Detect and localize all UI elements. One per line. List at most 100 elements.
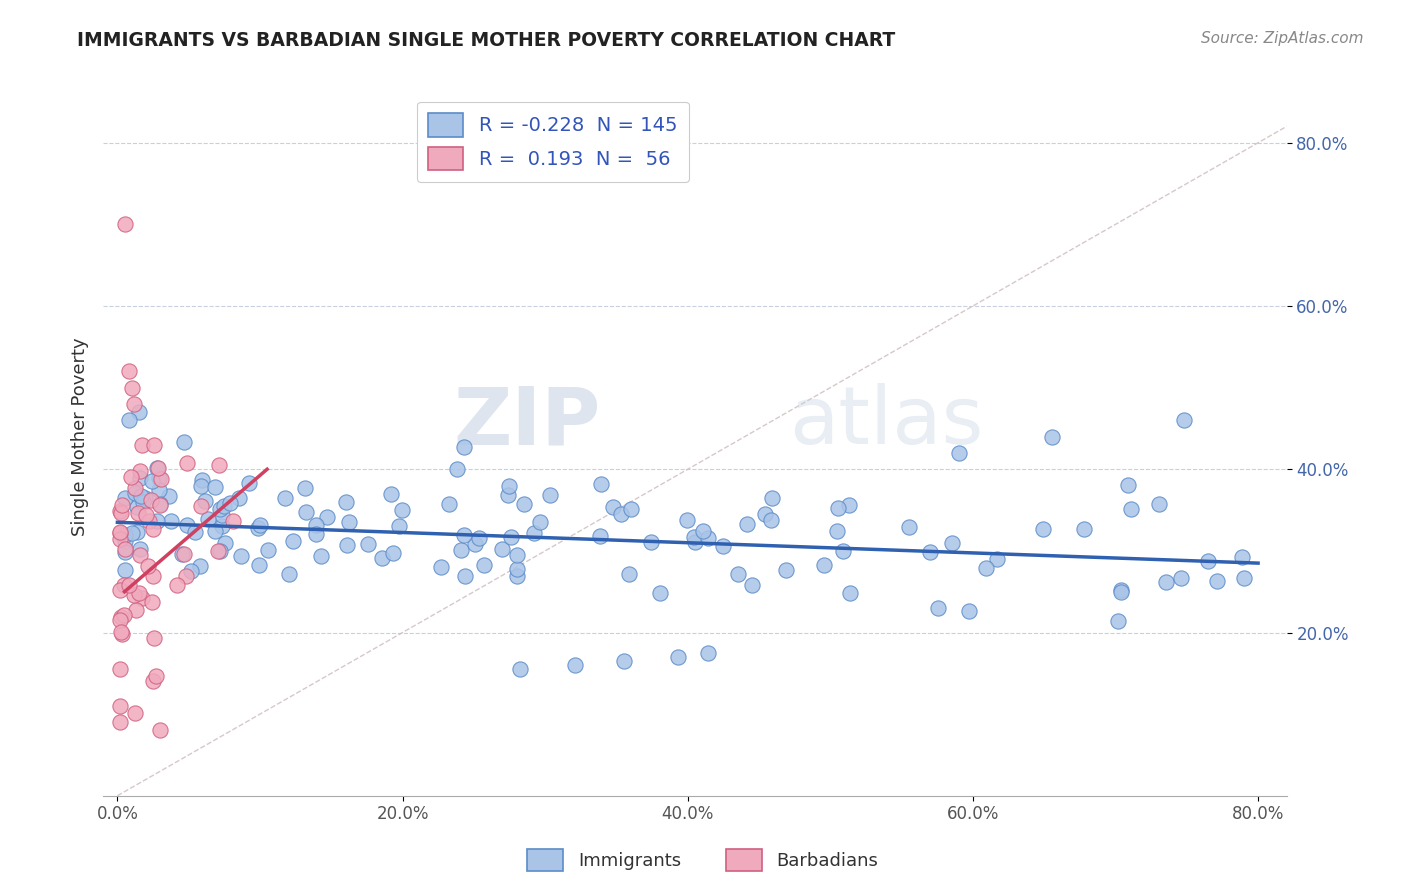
Point <box>1170 572 1192 586</box>
Point <box>498 478 520 492</box>
Point <box>132 495 155 509</box>
Point <box>775 563 797 577</box>
Point <box>499 530 522 544</box>
Point <box>249 517 271 532</box>
Point <box>129 471 152 485</box>
Point <box>149 498 172 512</box>
Point <box>391 502 413 516</box>
Point <box>506 569 529 583</box>
Point <box>114 563 136 577</box>
Point <box>472 558 495 573</box>
Point <box>838 586 860 600</box>
Point <box>247 558 270 572</box>
Point <box>173 435 195 450</box>
Point <box>110 698 132 713</box>
Point <box>180 564 202 578</box>
Point <box>1197 553 1219 567</box>
Text: IMMIGRANTS VS BARBADIAN SINGLE MOTHER POVERTY CORRELATION CHART: IMMIGRANTS VS BARBADIAN SINGLE MOTHER PO… <box>77 31 896 50</box>
Point <box>212 500 235 514</box>
Point <box>371 551 394 566</box>
Point <box>335 495 357 509</box>
Legend: R = -0.228  N = 145, R =  0.193  N =  56: R = -0.228 N = 145, R = 0.193 N = 56 <box>416 102 689 182</box>
Point <box>184 525 207 540</box>
Point <box>468 531 491 545</box>
Point <box>316 509 339 524</box>
Point <box>813 558 835 573</box>
Point <box>208 502 231 516</box>
Point <box>125 524 148 539</box>
Point <box>506 548 529 562</box>
Point <box>146 461 169 475</box>
Point <box>696 646 718 660</box>
Point <box>294 482 316 496</box>
Point <box>114 528 136 542</box>
Point <box>142 674 165 689</box>
Point <box>711 539 734 553</box>
Point <box>238 476 260 491</box>
Point <box>666 650 689 665</box>
Point <box>759 513 782 527</box>
Point <box>145 514 167 528</box>
Point <box>111 627 134 641</box>
Point <box>838 498 860 512</box>
Point <box>207 544 229 558</box>
Point <box>188 558 211 573</box>
Point <box>110 614 132 628</box>
Point <box>683 530 706 544</box>
Point <box>211 519 233 533</box>
Point <box>176 456 198 470</box>
Point <box>941 536 963 550</box>
Point <box>337 515 360 529</box>
Point <box>274 491 297 506</box>
Point <box>506 562 529 576</box>
Point <box>1118 478 1140 492</box>
Point <box>118 364 141 378</box>
Point <box>110 525 132 540</box>
Point <box>190 500 212 514</box>
Point <box>114 218 136 232</box>
Point <box>589 477 612 491</box>
Point <box>110 506 132 520</box>
Point <box>129 548 152 562</box>
Point <box>197 511 219 525</box>
Point <box>138 514 160 528</box>
Point <box>125 500 148 515</box>
Point <box>831 544 853 558</box>
Point <box>741 578 763 592</box>
Point <box>110 503 132 517</box>
Point <box>683 535 706 549</box>
Point <box>727 566 749 581</box>
Point <box>538 488 561 502</box>
Point <box>110 526 132 541</box>
Point <box>190 479 212 493</box>
Point <box>1119 501 1142 516</box>
Point <box>194 493 217 508</box>
Point <box>141 475 163 489</box>
Point <box>256 542 278 557</box>
Point <box>619 567 641 582</box>
Point <box>124 397 146 411</box>
Point <box>613 654 636 668</box>
Point <box>523 526 546 541</box>
Point <box>1206 574 1229 588</box>
Point <box>128 405 150 419</box>
Point <box>496 488 519 502</box>
Point <box>118 413 141 427</box>
Point <box>761 491 783 505</box>
Point <box>124 481 146 495</box>
Point <box>295 505 318 519</box>
Point <box>148 460 170 475</box>
Point <box>110 582 132 597</box>
Point <box>610 507 633 521</box>
Point <box>112 608 135 623</box>
Point <box>620 501 643 516</box>
Point <box>697 532 720 546</box>
Point <box>149 472 172 486</box>
Point <box>640 535 662 549</box>
Point <box>124 486 146 500</box>
Point <box>918 545 941 559</box>
Point <box>166 577 188 591</box>
Point <box>827 500 849 515</box>
Point <box>129 464 152 478</box>
Point <box>121 381 143 395</box>
